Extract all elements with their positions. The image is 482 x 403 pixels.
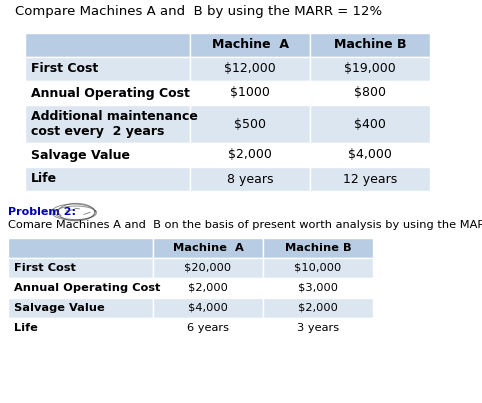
Bar [310,167,430,191]
Text: Additional maintenance
cost every  2 years: Additional maintenance cost every 2 year… [31,110,198,138]
Bar [153,318,263,338]
Bar [190,167,310,191]
Bar [310,33,430,57]
Text: 8 years: 8 years [227,172,273,185]
Bar [263,238,373,258]
Bar [190,81,310,105]
Text: Annual Operating Cost: Annual Operating Cost [14,283,161,293]
Text: $4,000: $4,000 [188,303,228,313]
Text: Annual Operating Cost: Annual Operating Cost [31,87,190,100]
Bar [25,167,190,191]
Bar [310,81,430,105]
Text: Machine B: Machine B [334,39,406,52]
Text: First Cost: First Cost [31,62,98,75]
Text: 6 years: 6 years [187,323,229,333]
Bar [310,143,430,167]
Bar [310,105,430,143]
Text: Life: Life [14,323,38,333]
Text: $500: $500 [234,118,266,131]
Text: 3 years: 3 years [297,323,339,333]
Text: Machine B: Machine B [285,243,351,253]
Bar [190,143,310,167]
Text: $2,000: $2,000 [228,148,272,162]
Bar [310,57,430,81]
Text: $800: $800 [354,87,386,100]
Text: $19,000: $19,000 [344,62,396,75]
Bar [153,238,263,258]
Bar [8,238,153,258]
Text: $10,000: $10,000 [295,263,342,273]
Text: Salvage Value: Salvage Value [14,303,105,313]
Text: Machine  A: Machine A [173,243,243,253]
Text: Machine  A: Machine A [212,39,289,52]
Bar [25,33,190,57]
Text: $2,000: $2,000 [188,283,228,293]
Bar [8,318,153,338]
Bar [263,298,373,318]
Bar [25,143,190,167]
Text: $3,000: $3,000 [298,283,338,293]
Bar [190,105,310,143]
Text: $1000: $1000 [230,87,270,100]
Bar [153,278,263,298]
Text: 12 years: 12 years [343,172,397,185]
Bar [25,105,190,143]
Text: Comare Machines A and  B on the basis of present worth analysis by using the MAR: Comare Machines A and B on the basis of … [8,220,482,230]
Bar [25,81,190,105]
Bar [8,258,153,278]
Bar [263,278,373,298]
Bar [153,258,263,278]
Text: $400: $400 [354,118,386,131]
Text: $4,000: $4,000 [348,148,392,162]
Bar [263,318,373,338]
Text: Problem 2:: Problem 2: [8,207,76,217]
Text: $20,000: $20,000 [185,263,231,273]
Bar [190,33,310,57]
Text: $12,000: $12,000 [224,62,276,75]
Text: Life: Life [31,172,57,185]
Text: Compare Machines A and  B by using the MARR = 12%: Compare Machines A and B by using the MA… [15,5,382,18]
Bar [8,298,153,318]
Bar [153,298,263,318]
Bar [190,57,310,81]
Text: $2,000: $2,000 [298,303,338,313]
Bar [263,258,373,278]
Bar [25,57,190,81]
Bar [8,278,153,298]
Text: First Cost: First Cost [14,263,76,273]
Text: Salvage Value: Salvage Value [31,148,130,162]
